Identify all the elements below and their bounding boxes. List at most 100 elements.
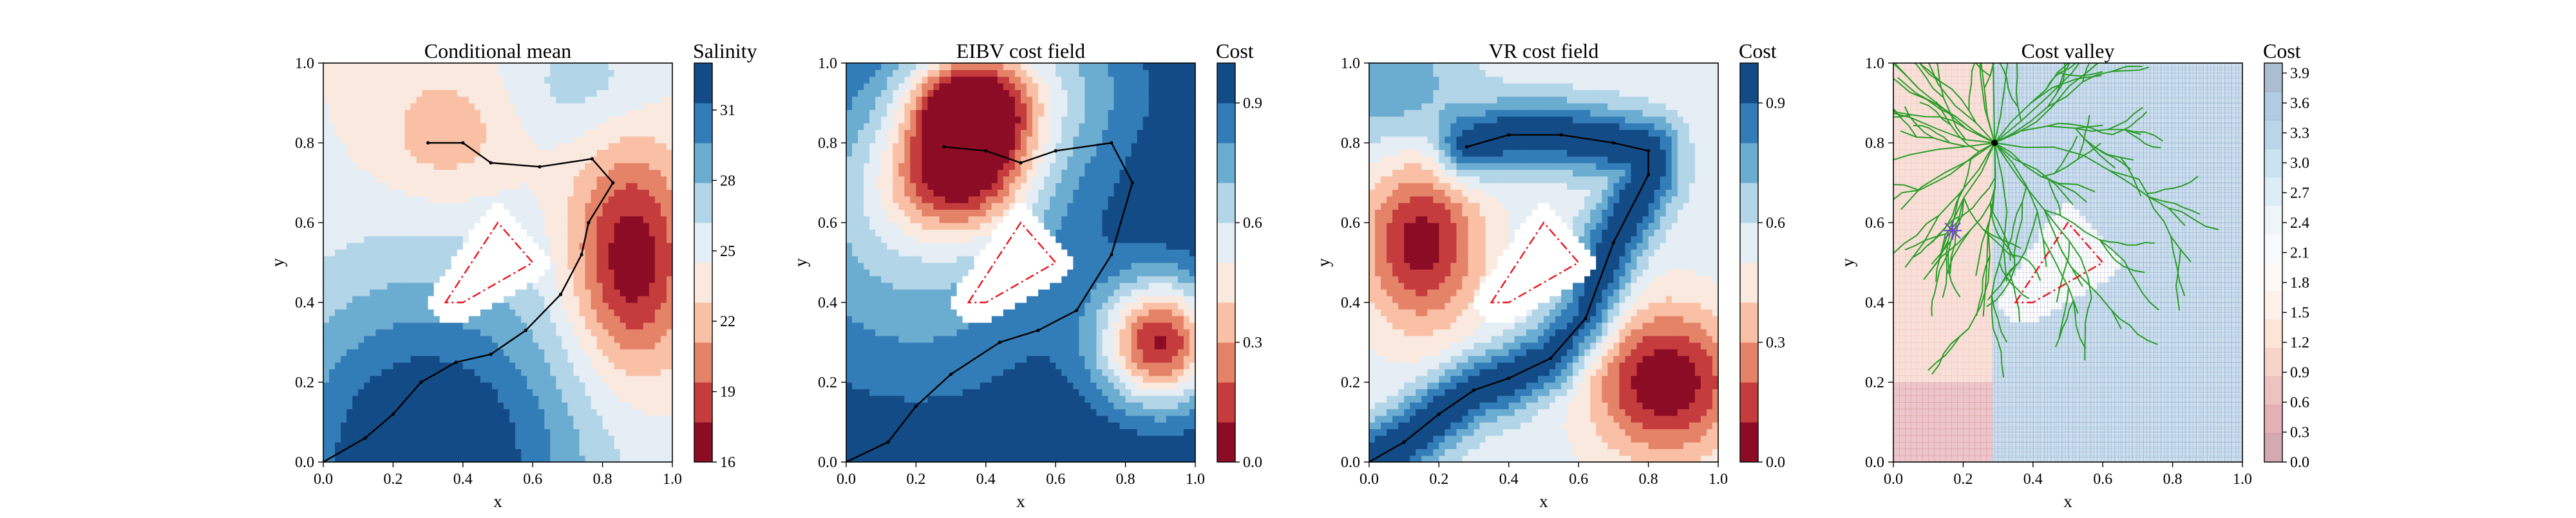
field-cell	[428, 422, 435, 429]
field-cell	[370, 189, 376, 196]
field-cell	[585, 183, 592, 190]
field-cell	[346, 143, 353, 150]
field-cell	[370, 289, 376, 296]
field-cell	[521, 89, 527, 97]
field-cell	[544, 189, 551, 196]
field-cell	[498, 422, 504, 429]
field-cell	[329, 143, 336, 150]
field-cell	[974, 362, 981, 369]
field-cell	[1021, 362, 1027, 369]
field-cell	[381, 63, 388, 70]
field-cell	[638, 136, 644, 143]
field-cell	[352, 269, 359, 276]
field-cell	[585, 189, 592, 196]
field-cell	[352, 129, 359, 136]
field-cell	[358, 276, 365, 283]
field-cell	[364, 123, 370, 130]
field-cell	[364, 69, 370, 77]
field-cell	[585, 269, 592, 276]
field-cell	[538, 229, 545, 236]
field-cell	[550, 249, 556, 256]
field-cell	[434, 302, 440, 310]
field-cell	[411, 249, 417, 256]
field-cell	[538, 196, 545, 203]
field-cell	[649, 449, 656, 456]
field-cell	[649, 402, 656, 409]
field-cell	[404, 116, 411, 124]
field-cell	[1027, 376, 1033, 383]
field-cell	[1132, 329, 1138, 336]
field-cell	[904, 316, 911, 323]
field-cell	[980, 402, 987, 409]
field-cell	[434, 243, 440, 250]
field-cell	[1137, 349, 1144, 356]
field-cell	[869, 436, 876, 443]
field-cell	[626, 349, 632, 356]
field-cell	[661, 336, 667, 343]
field-cell	[562, 256, 568, 263]
field-cell	[1160, 389, 1167, 396]
field-cell	[951, 456, 958, 463]
field-cell	[597, 316, 603, 323]
field-cell	[969, 336, 975, 343]
field-cell	[352, 97, 359, 104]
field-cell	[1149, 436, 1155, 443]
field-cell	[638, 236, 644, 243]
field-cell	[1009, 389, 1016, 396]
field-cell	[661, 416, 667, 423]
field-cell	[1120, 422, 1126, 429]
field-cell	[585, 243, 592, 250]
field-cell	[620, 296, 627, 303]
field-cell	[422, 316, 429, 323]
field-cell	[1178, 429, 1184, 436]
field-cell	[346, 163, 353, 170]
colorbar-segment	[694, 223, 712, 263]
field-cell	[1056, 409, 1062, 416]
field-cell	[375, 183, 382, 190]
field-cell	[387, 123, 393, 130]
field-cell	[945, 356, 952, 363]
field-cell	[329, 302, 336, 310]
field-cell	[638, 436, 644, 443]
field-cell	[1102, 356, 1108, 363]
field-cell	[404, 276, 411, 283]
field-cell	[533, 249, 539, 256]
field-cell	[341, 77, 347, 84]
field-cell	[579, 416, 585, 423]
field-cell	[381, 83, 388, 90]
field-cell	[643, 396, 650, 403]
field-cell	[358, 422, 365, 429]
field-cell	[1061, 402, 1068, 409]
field-cell	[1178, 409, 1184, 416]
field-cell	[1172, 356, 1179, 363]
field-cell	[638, 269, 644, 276]
field-cell	[492, 316, 498, 323]
field-cell	[550, 136, 556, 143]
field-cell	[614, 149, 621, 156]
field-cell	[661, 116, 667, 124]
field-cell	[1079, 442, 1085, 449]
field-cell	[434, 342, 440, 349]
field-cell	[661, 103, 667, 110]
field-cell	[620, 389, 627, 396]
field-cell	[544, 376, 551, 383]
field-cell	[556, 369, 562, 376]
field-cell	[475, 302, 481, 310]
field-cell	[393, 309, 399, 316]
field-cell	[341, 409, 347, 416]
field-cell	[346, 89, 353, 97]
field-cell	[667, 89, 673, 97]
field-cell	[609, 282, 615, 290]
field-cell	[346, 382, 353, 389]
field-cell	[1189, 422, 1196, 429]
field-cell	[498, 263, 504, 270]
field-cell	[364, 183, 370, 190]
field-cell	[992, 349, 998, 356]
field-cell	[643, 169, 650, 176]
field-cell	[341, 429, 347, 436]
field-cell	[579, 169, 585, 176]
field-cell	[521, 129, 527, 136]
field-cell	[521, 269, 527, 276]
field-cell	[585, 276, 592, 283]
field-cell	[1166, 436, 1173, 443]
